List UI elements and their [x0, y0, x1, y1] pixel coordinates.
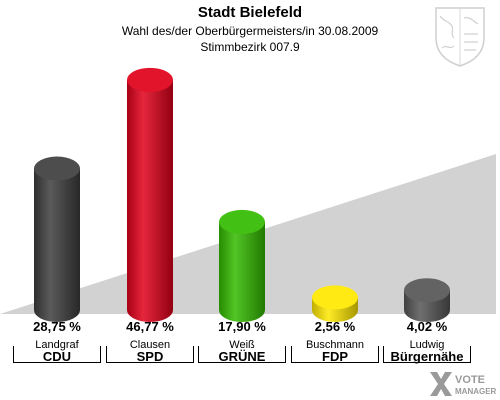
- bar-buschmann: [312, 285, 358, 322]
- party-label: FDP: [322, 349, 348, 364]
- party-label: GRÜNE: [218, 349, 266, 364]
- party-bracket: [13, 346, 101, 363]
- candidate-label: Clausen: [129, 339, 171, 351]
- district-label: Stimmbezirk 007.9: [200, 40, 300, 54]
- party-bracket: [383, 346, 471, 363]
- candidate-label: Ludwig: [409, 339, 445, 351]
- watermark-line1: VOTE: [455, 374, 485, 386]
- bar-ludwig: [404, 278, 450, 322]
- value-label: 4,02 %: [406, 319, 448, 334]
- city-crest-icon: [435, 7, 485, 67]
- party-bracket: [291, 346, 379, 363]
- party-label: CDU: [42, 349, 72, 364]
- bar-body: [127, 79, 173, 322]
- value-label: 46,77 %: [126, 319, 174, 334]
- bar-clausen: [127, 67, 173, 322]
- value-label: 17,90 %: [218, 319, 266, 334]
- party-bracket: [106, 346, 194, 363]
- value-label: 28,75 %: [33, 319, 81, 334]
- bar-body: [219, 221, 265, 322]
- party-bracket: [198, 346, 286, 363]
- vote-manager-logo: VOTE MANAGER: [430, 372, 497, 396]
- page-title: Stadt Bielefeld: [197, 4, 303, 21]
- bar-landgraf: [34, 156, 80, 322]
- party-label: Bürgernähe: [390, 349, 464, 364]
- bar-top: [312, 285, 358, 310]
- candidate-label: Weiß: [229, 339, 255, 351]
- election-subtitle: Wahl des/der Oberbürgermeisters/in 30.08…: [121, 24, 379, 38]
- bar-top: [34, 156, 80, 181]
- bar-weiß: [219, 209, 265, 322]
- watermark-line2: MANAGER: [455, 387, 497, 396]
- bar-top: [127, 67, 173, 92]
- bar-top: [404, 278, 450, 303]
- value-label: 2,56 %: [314, 319, 356, 334]
- bar-top: [219, 209, 265, 234]
- bar-body: [34, 168, 80, 322]
- party-label: SPD: [136, 349, 164, 364]
- candidate-label: Buschmann: [305, 339, 365, 351]
- candidate-label: Landgraf: [35, 339, 79, 351]
